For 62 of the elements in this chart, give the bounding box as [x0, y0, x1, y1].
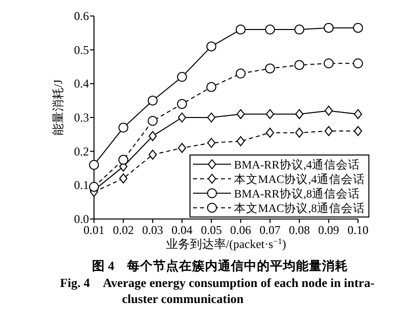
point: [294, 60, 304, 70]
point: [148, 96, 158, 106]
y-tick-label: 0.4: [74, 76, 89, 91]
x-tick-label: 0.08: [288, 223, 310, 237]
point: [324, 22, 334, 33]
point: [236, 136, 245, 146]
point: [178, 142, 186, 153]
point: [295, 128, 304, 138]
x-tick-label: 0.10: [348, 223, 368, 237]
x-tick-label: 0.04: [172, 223, 192, 237]
point: [89, 182, 99, 192]
point: [324, 126, 333, 136]
y-tick-label: 0.2: [74, 144, 89, 158]
point: [118, 122, 128, 133]
point: [89, 160, 99, 170]
point: [265, 63, 275, 74]
x-axis-title: 业务到达率/(packet·s$^{−1}$): [166, 236, 286, 251]
text: Fig. 4 Average energy consumption of each node in intra-cluster communication: [60, 275, 376, 307]
point: [354, 109, 362, 120]
point: [236, 24, 246, 35]
point: [206, 82, 216, 92]
point: [206, 41, 216, 52]
text: 图 4 每个节点在簇内通信中的平均能量消耗: [90, 258, 350, 275]
legend-label: BMA-RR协议,8通信会话: [234, 186, 360, 200]
point: [266, 128, 274, 138]
x-tick-label: 0.09: [318, 223, 340, 237]
point: [266, 109, 274, 120]
x-tick-label: 0.06: [230, 223, 252, 237]
x-tick-label: 0.03: [142, 223, 164, 237]
point: [118, 154, 128, 165]
point: [177, 72, 187, 82]
y-tick-label: 0.3: [74, 110, 89, 124]
point: [236, 109, 245, 120]
y-tick-label: 0.1: [74, 178, 89, 192]
legend-label: BMA-RR协议,4通信会话: [234, 157, 360, 172]
y-tick-label: 0.0: [74, 212, 89, 226]
point: [148, 150, 157, 160]
y-tick-label: 0.5: [74, 42, 89, 57]
point: [148, 116, 158, 126]
point: [207, 138, 216, 148]
x-tick-label: 0.01: [84, 223, 104, 237]
point: [265, 24, 275, 35]
point: [177, 98, 187, 109]
point: [119, 173, 128, 184]
point: [207, 112, 216, 122]
point: [295, 109, 304, 120]
point: [353, 58, 363, 68]
point: [236, 68, 246, 79]
x-tick-label: 0.05: [200, 223, 222, 237]
point: [148, 131, 157, 142]
y-axis-title: 能量消耗/J: [51, 79, 65, 136]
legend-label: 本文MAC协议,8通信会话: [234, 200, 365, 215]
point: [294, 24, 304, 35]
x-tick-label: 0.02: [112, 223, 134, 237]
y-tick-label: 0.6: [74, 9, 89, 23]
point: [178, 112, 186, 122]
point: [354, 126, 362, 136]
point: [324, 106, 333, 116]
legend-label: 本文MAC协议,4通信会话: [234, 172, 365, 186]
point: [324, 58, 334, 68]
x-tick-label: 0.07: [260, 223, 280, 237]
point: [353, 22, 363, 33]
